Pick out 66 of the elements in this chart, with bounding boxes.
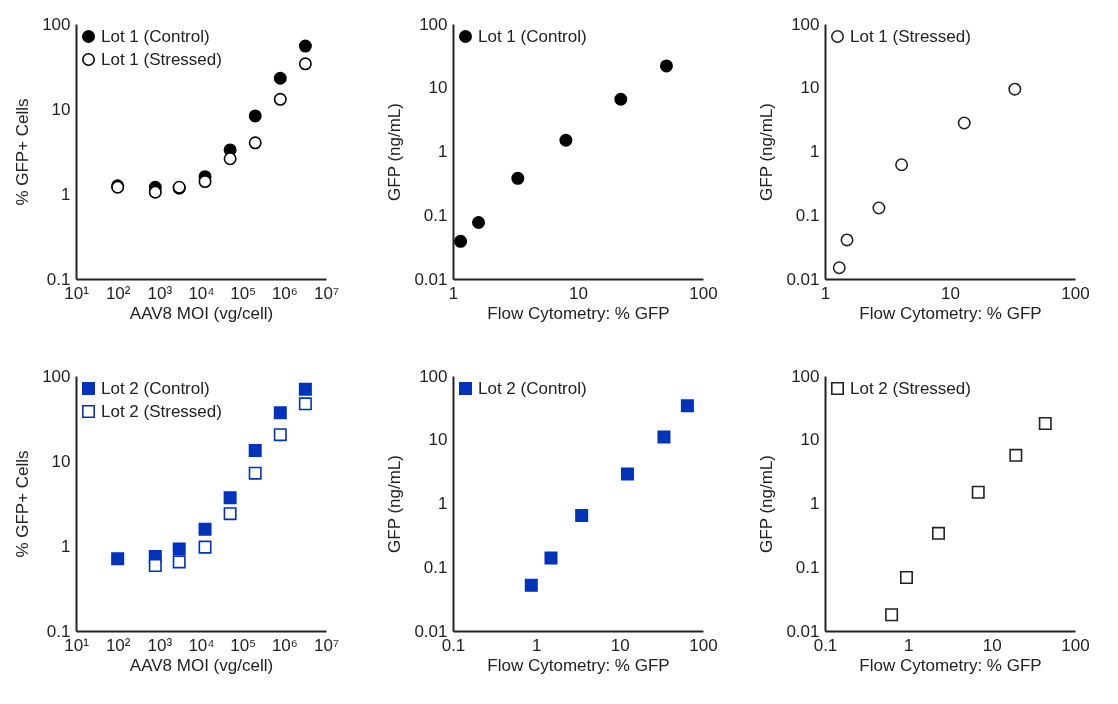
y-tick-label: 10 — [800, 430, 820, 450]
y-tick-label: 10 — [428, 78, 448, 98]
x-tick-label: 10⁴ — [188, 283, 215, 303]
y-tick-label: 100 — [791, 14, 820, 34]
legend-label: Lot 1 (Control) — [478, 26, 587, 46]
legend-label: Lot 1 (Stressed) — [850, 26, 971, 46]
x-tick-label: 100 — [689, 283, 718, 303]
y-tick-label: 0.1 — [423, 557, 448, 577]
y-tick-label: 1 — [438, 142, 448, 161]
x-tick-label: 10³ — [147, 283, 173, 303]
x-tick-label: 10⁶ — [271, 635, 298, 655]
x-tick-label: 1 — [904, 635, 914, 655]
x-tick-label: 10⁷ — [313, 283, 340, 303]
x-axis-title: Flow Cytometry: % GFP — [859, 655, 1042, 675]
y-axis-title: % GFP+ Cells — [13, 98, 33, 206]
legend-label: Lot 2 (Control) — [478, 378, 587, 398]
y-tick-label: 100 — [791, 366, 820, 386]
y-tick-label: 100 — [42, 366, 71, 386]
y-axis-title: GFP (ng/mL) — [385, 455, 405, 553]
y-tick-label: 0.01 — [786, 269, 820, 289]
x-tick-label: 10² — [105, 283, 131, 303]
legend-label: Lot 2 (Stressed) — [101, 401, 222, 421]
x-axis-title: Flow Cytometry: % GFP — [487, 303, 670, 323]
y-tick-label: 0.1 — [423, 205, 448, 225]
x-tick-label: 10² — [105, 635, 131, 655]
x-tick-label: 10³ — [147, 635, 173, 655]
x-tick-label: 100 — [689, 635, 718, 655]
y-tick-label: 1 — [61, 536, 71, 556]
y-tick-label: 10 — [800, 78, 820, 98]
x-tick-label: 10 — [569, 283, 588, 303]
x-axis-title: Flow Cytometry: % GFP — [859, 303, 1042, 323]
y-axis-title: GFP (ng/mL) — [757, 455, 777, 553]
x-tick-label: 100 — [1061, 635, 1090, 655]
y-tick-label: 1 — [810, 494, 820, 513]
legend-label: Lot 1 (Stressed) — [101, 49, 222, 69]
x-tick-label: 1 — [532, 635, 542, 655]
y-tick-label: 0.01 — [414, 269, 448, 289]
y-tick-label: 100 — [42, 14, 71, 34]
x-tick-label: 10⁵ — [230, 283, 257, 303]
x-tick-label: 10⁵ — [230, 635, 257, 655]
x-tick-label: 10⁴ — [188, 635, 215, 655]
y-tick-label: 100 — [419, 366, 448, 386]
x-axis-title: AAV8 MOI (vg/cell) — [129, 655, 274, 675]
x-tick-label: 10 — [941, 283, 960, 303]
y-tick-label: 10 — [428, 430, 448, 450]
x-tick-label: 100 — [1061, 283, 1090, 303]
y-tick-label: 1 — [810, 142, 820, 161]
y-tick-label: 1 — [61, 184, 71, 204]
y-axis-title: GFP (ng/mL) — [757, 103, 777, 201]
y-tick-label: 0.1 — [795, 557, 820, 577]
legend-label: Lot 1 (Control) — [101, 26, 210, 46]
x-tick-label: 10 — [610, 635, 630, 655]
x-axis-title: AAV8 MOI (vg/cell) — [129, 303, 274, 323]
y-axis-title: % GFP+ Cells — [13, 450, 33, 558]
x-tick-label: 10 — [982, 635, 1002, 655]
y-tick-label: 10 — [51, 99, 71, 119]
x-axis-title: Flow Cytometry: % GFP — [487, 655, 670, 675]
y-tick-label: 100 — [419, 14, 448, 34]
y-tick-label: 10 — [51, 451, 71, 471]
legend-label: Lot 2 (Stressed) — [850, 378, 971, 398]
x-tick-label: 10⁶ — [271, 283, 298, 303]
legend-label: Lot 2 (Control) — [101, 378, 210, 398]
y-tick-label: 0.1 — [795, 205, 820, 225]
y-axis-title: GFP (ng/mL) — [385, 103, 405, 201]
x-tick-label: 10⁷ — [313, 635, 340, 655]
y-tick-label: 1 — [438, 494, 448, 513]
